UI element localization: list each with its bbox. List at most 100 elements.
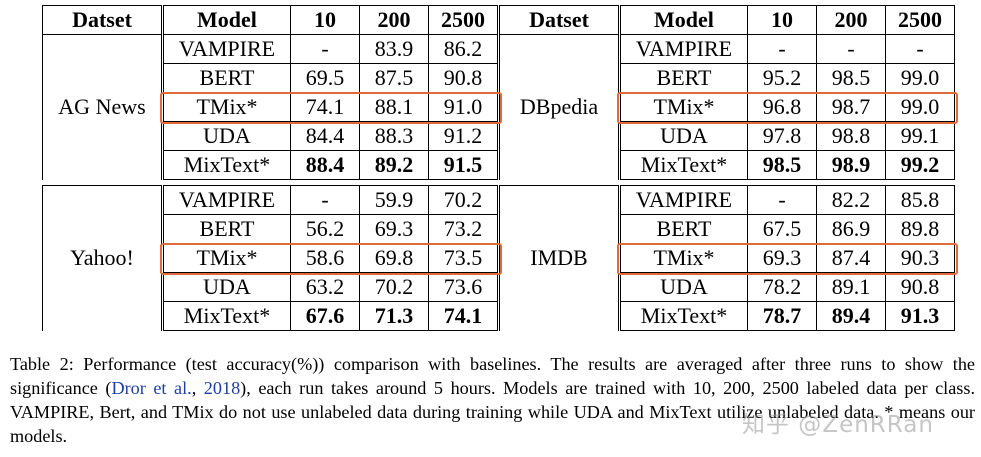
value-cell: 98.5 xyxy=(816,63,886,93)
table-row: MixText* 88.4 89.2 91.5 MixText* 98.5 98.9 99.2 xyxy=(43,150,955,180)
model-name-cell: UDA xyxy=(618,121,748,151)
value-cell: 90.3 xyxy=(885,243,955,273)
dataset-label: DBpedia xyxy=(498,34,620,180)
value-cell: 73.2 xyxy=(428,214,500,244)
citation-link-year[interactable]: 2018 xyxy=(203,378,241,398)
model-name-cell: VAMPIRE xyxy=(618,34,748,64)
header-cell-left-2: 10 xyxy=(290,5,360,35)
model-name-cell: MixText* xyxy=(618,301,748,331)
value-cell: 91.0 xyxy=(428,92,500,122)
model-name-cell: UDA xyxy=(618,272,748,302)
value-cell: - xyxy=(747,185,817,215)
caption-text-2: ), each run takes around 5 hours. Models… xyxy=(10,378,976,446)
value-cell: 91.3 xyxy=(885,301,955,331)
value-cell: 74.1 xyxy=(290,92,360,122)
model-name-cell: BERT xyxy=(161,63,291,93)
value-cell: 91.2 xyxy=(428,121,500,151)
value-cell: - xyxy=(290,185,360,215)
model-name-cell: UDA xyxy=(161,272,291,302)
model-name-cell: TMix* xyxy=(161,92,291,122)
header-cell-left-4: 2500 xyxy=(428,5,500,35)
table-row: TMix* 74.1 88.1 91.0 TMix* 96.8 98.7 99.0 xyxy=(43,92,955,122)
dataset-label: AG News xyxy=(42,34,163,180)
citation-separator: , xyxy=(191,378,204,398)
value-cell: 70.2 xyxy=(359,272,429,302)
value-cell: 86.9 xyxy=(816,214,886,244)
dataset-label: IMDB xyxy=(498,185,620,331)
value-cell: 69.3 xyxy=(747,243,817,273)
header-cell-right-2: 10 xyxy=(747,5,817,35)
value-cell: 89.2 xyxy=(359,150,429,180)
table-row: UDA 63.2 70.2 73.6 UDA 78.2 89.1 90.8 xyxy=(43,272,955,302)
table-header-row: Datset Model 10 200 2500 Datset Model 10 200 2500 xyxy=(42,5,955,35)
model-name-cell: MixText* xyxy=(618,150,748,180)
model-name-cell: VAMPIRE xyxy=(161,34,291,64)
header-cell-left-1: Model xyxy=(161,5,291,35)
value-cell: 74.1 xyxy=(428,301,500,331)
value-cell: 87.4 xyxy=(816,243,886,273)
model-name-cell: TMix* xyxy=(161,243,291,273)
value-cell: 95.2 xyxy=(747,63,817,93)
table-row: TMix* 58.6 69.8 73.5 TMix* 69.3 87.4 90.3 xyxy=(43,243,955,273)
value-cell: 90.8 xyxy=(885,272,955,302)
model-name-cell: MixText* xyxy=(161,301,291,331)
value-cell: 78.7 xyxy=(747,301,817,331)
value-cell: 99.1 xyxy=(885,121,955,151)
dataset-label: Yahoo! xyxy=(42,185,163,331)
value-cell: 69.5 xyxy=(290,63,360,93)
value-cell: 96.8 xyxy=(747,92,817,122)
value-cell: 82.2 xyxy=(816,185,886,215)
value-cell: 83.9 xyxy=(359,34,429,64)
value-cell: - xyxy=(747,34,817,64)
value-cell: 86.2 xyxy=(428,34,500,64)
value-cell: 87.5 xyxy=(359,63,429,93)
citation-link-author[interactable]: Dror et al. xyxy=(111,378,192,398)
value-cell: 89.1 xyxy=(816,272,886,302)
model-name-cell: VAMPIRE xyxy=(161,185,291,215)
table-caption: Table 2: Performance (test accuracy(%)) … xyxy=(10,352,975,448)
value-cell: 91.5 xyxy=(428,150,500,180)
caption-text-1: Table 2: Performance (test accuracy(%)) … xyxy=(10,354,975,398)
value-cell: 98.5 xyxy=(747,150,817,180)
value-cell: 59.9 xyxy=(359,185,429,215)
model-name-cell: BERT xyxy=(161,214,291,244)
value-cell: 88.4 xyxy=(290,150,360,180)
watermark: 知乎 @ZenRRan xyxy=(742,412,934,438)
value-cell: - xyxy=(816,34,886,64)
value-cell: 63.2 xyxy=(290,272,360,302)
value-cell: 70.2 xyxy=(428,185,500,215)
value-cell: 97.8 xyxy=(747,121,817,151)
value-cell: 69.8 xyxy=(359,243,429,273)
value-cell: 88.1 xyxy=(359,92,429,122)
value-cell: 56.2 xyxy=(290,214,360,244)
table-row: BERT 56.2 69.3 73.2 BERT 67.5 86.9 89.8 xyxy=(43,214,955,244)
header-cell-left-0: Datset xyxy=(42,5,163,35)
header-cell-right-3: 200 xyxy=(816,5,886,35)
value-cell: - xyxy=(290,34,360,64)
table-row: AG News VAMPIRE -83.9 86.2 DBpedia VAMPIRE - - - xyxy=(42,34,955,180)
value-cell: 67.6 xyxy=(290,301,360,331)
model-name-cell: UDA xyxy=(161,121,291,151)
value-cell: - xyxy=(885,34,955,64)
value-cell: 98.8 xyxy=(816,121,886,151)
header-cell-right-1: Model xyxy=(618,5,748,35)
value-cell: 71.3 xyxy=(359,301,429,331)
value-cell: 98.9 xyxy=(816,150,886,180)
header-cell-left-3: 200 xyxy=(359,5,429,35)
value-cell: 73.5 xyxy=(428,243,500,273)
value-cell: 67.5 xyxy=(747,214,817,244)
value-cell: 85.8 xyxy=(885,185,955,215)
value-cell: 73.6 xyxy=(428,272,500,302)
value-cell: 58.6 xyxy=(290,243,360,273)
table-row: BERT 69.5 87.5 90.8 BERT 95.2 98.5 99.0 xyxy=(43,63,955,93)
value-cell: 98.7 xyxy=(816,92,886,122)
results-table-wrapper: Datset Model 10 200 2500 Datset Model 10 200 2500… xyxy=(42,5,958,331)
header-cell-right-0: Datset xyxy=(498,5,620,35)
value-cell: 88.3 xyxy=(359,121,429,151)
table-row: Yahoo! VAMPIRE -59.9 70.2 IMDB VAMPIRE -82.2 85… xyxy=(42,185,955,331)
table-row: MixText* 67.6 71.3 74.1 MixText* 78.7 89.4 91.3 xyxy=(43,301,955,331)
model-name-cell: BERT xyxy=(618,63,748,93)
model-name-cell: MixText* xyxy=(161,150,291,180)
model-name-cell: VAMPIRE xyxy=(618,185,748,215)
value-cell: 90.8 xyxy=(428,63,500,93)
